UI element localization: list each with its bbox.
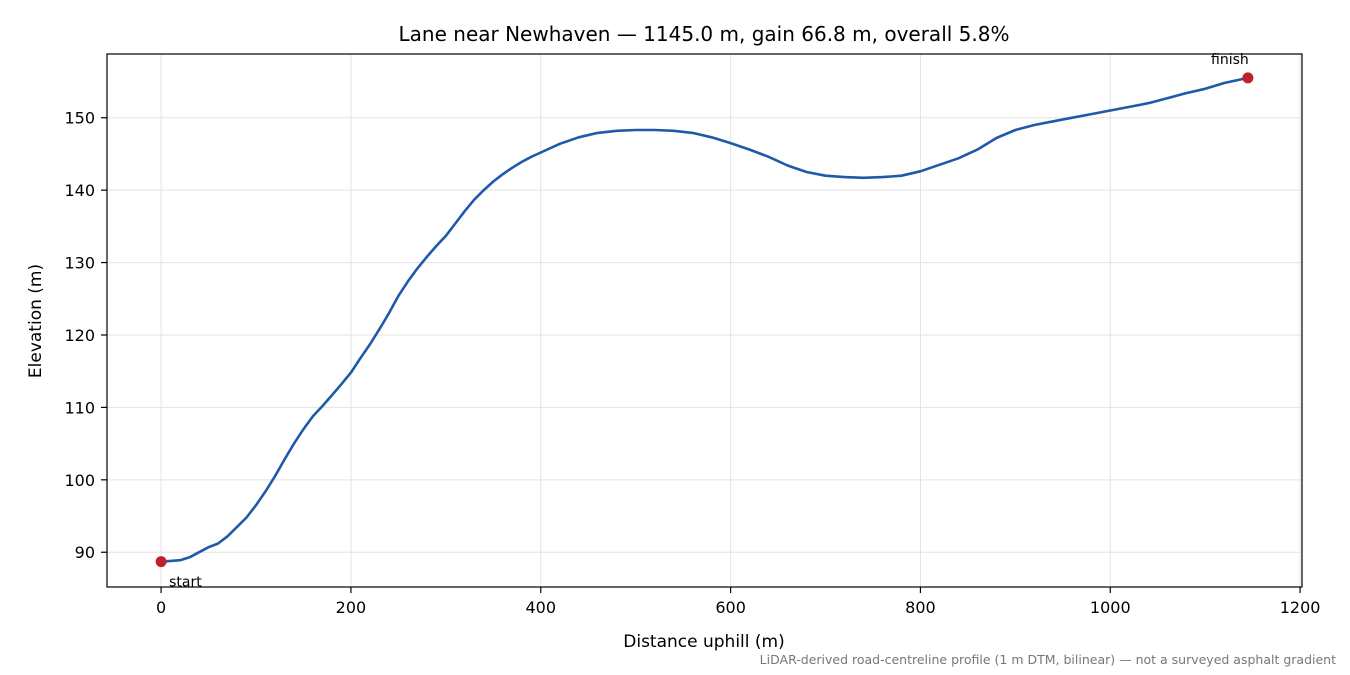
x-tick-label: 1000 (1090, 598, 1131, 617)
x-tick-label: 1200 (1280, 598, 1321, 617)
y-tick-label: 110 (64, 398, 95, 417)
x-tick-label: 0 (156, 598, 166, 617)
y-tick-label: 130 (64, 254, 95, 273)
grid (107, 54, 1302, 587)
x-tick-label: 400 (525, 598, 556, 617)
y-axis-label: Elevation (m) (26, 264, 46, 378)
chart-title: Lane near Newhaven — 1145.0 m, gain 66.8… (399, 22, 1010, 46)
x-tick-label: 800 (905, 598, 936, 617)
x-tick-label: 600 (715, 598, 746, 617)
marker-start (155, 556, 167, 568)
annotation-finish: finish (1211, 52, 1249, 68)
plot-frame (106, 53, 1303, 588)
elevation-series-line (159, 76, 1250, 563)
y-tick-label: 140 (64, 181, 95, 200)
y-tick-label: 150 (64, 109, 95, 128)
endpoint-markers: start finish (155, 52, 1254, 591)
y-tick-label: 100 (64, 471, 95, 490)
x-tick-label: 200 (336, 598, 367, 617)
x-axis: 0 200 400 600 800 1000 1200 (156, 587, 1320, 617)
y-tick-label: 120 (64, 326, 95, 345)
y-tick-label: 90 (75, 543, 95, 562)
marker-finish (1242, 72, 1254, 84)
annotation-start: start (169, 575, 202, 591)
footnote: LiDAR-derived road-centreline profile (1… (760, 652, 1336, 667)
y-axis: 90 100 110 120 130 140 150 (64, 109, 107, 562)
x-axis-label: Distance uphill (m) (623, 632, 784, 652)
